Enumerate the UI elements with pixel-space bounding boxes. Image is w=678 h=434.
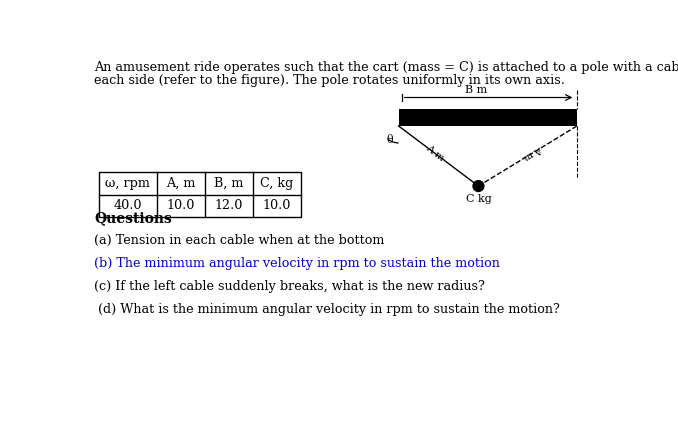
Text: 12.0: 12.0 bbox=[215, 199, 243, 212]
Text: A m: A m bbox=[424, 143, 445, 163]
Text: (c) If the left cable suddenly breaks, what is the new radius?: (c) If the left cable suddenly breaks, w… bbox=[94, 280, 485, 293]
Bar bbox=[99, 172, 301, 217]
Text: 10.0: 10.0 bbox=[263, 199, 291, 212]
Text: C, kg: C, kg bbox=[260, 177, 294, 190]
Bar bbox=[399, 109, 577, 126]
Text: each side (refer to the figure). The pole rotates uniformly in its own axis.: each side (refer to the figure). The pol… bbox=[94, 74, 565, 87]
Text: B m: B m bbox=[465, 85, 487, 95]
Text: (d) What is the minimum angular velocity in rpm to sustain the motion?: (d) What is the minimum angular velocity… bbox=[94, 303, 560, 316]
Text: An amusement ride operates such that the cart (mass = C) is attached to a pole w: An amusement ride operates such that the… bbox=[94, 61, 678, 74]
Text: A, m: A, m bbox=[166, 177, 195, 190]
Text: (b) The minimum angular velocity in rpm to sustain the motion: (b) The minimum angular velocity in rpm … bbox=[94, 257, 500, 270]
Text: ω, rpm: ω, rpm bbox=[105, 177, 151, 190]
Text: Questions: Questions bbox=[94, 210, 172, 225]
Text: 10.0: 10.0 bbox=[167, 199, 195, 212]
Text: B, m: B, m bbox=[214, 177, 243, 190]
Text: C kg: C kg bbox=[466, 194, 492, 204]
Text: 40.0: 40.0 bbox=[113, 199, 142, 212]
Text: θ: θ bbox=[386, 135, 393, 145]
Text: A m: A m bbox=[522, 144, 544, 162]
Text: (a) Tension in each cable when at the bottom: (a) Tension in each cable when at the bo… bbox=[94, 234, 384, 247]
Circle shape bbox=[473, 181, 484, 191]
